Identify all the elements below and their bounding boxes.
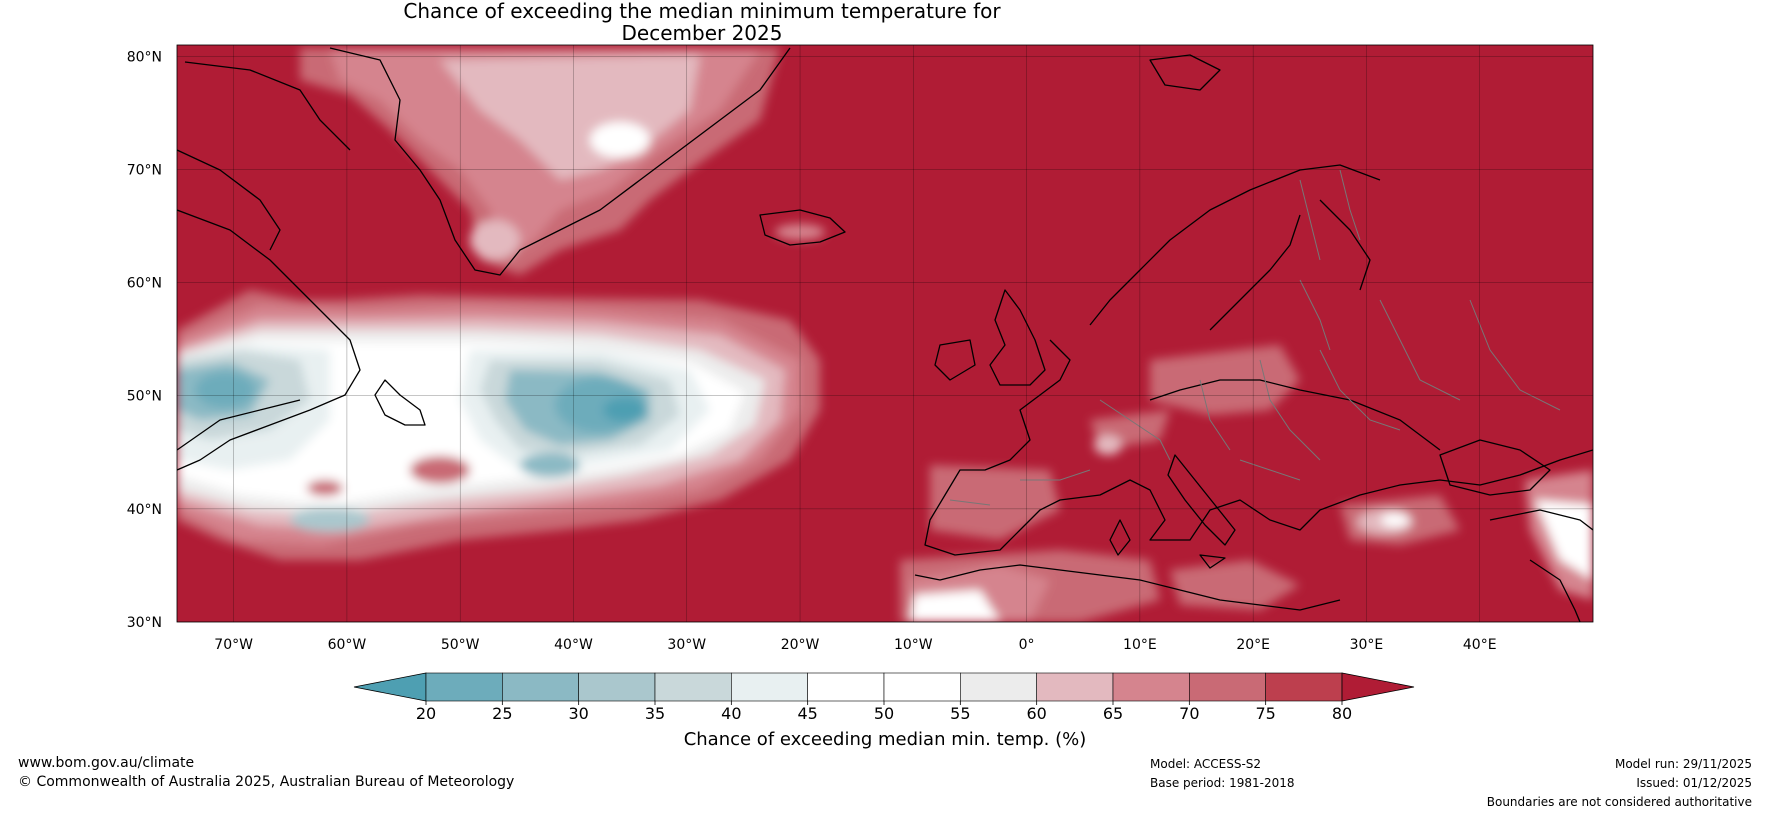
lon-label: 60°W	[328, 637, 367, 653]
lat-label: 50°N	[127, 389, 162, 405]
colorbar-tick-label: 40	[721, 704, 741, 723]
lat-label: 80°N	[127, 49, 162, 65]
colorbar-segment	[1189, 672, 1266, 702]
lon-label: 70°W	[214, 637, 253, 653]
lat-label: 70°N	[127, 162, 162, 178]
latitude-labels: 80°N 70°N 60°N 50°N 40°N 30°N	[127, 49, 162, 631]
footer-issued: Issued: 01/12/2025	[1636, 776, 1752, 790]
lon-label: 20°W	[781, 637, 820, 653]
map-frame	[176, 44, 1594, 623]
colorbar-segment	[883, 672, 961, 702]
colorbar-label: Chance of exceeding median min. temp. (%…	[684, 729, 1087, 750]
footer-base-period: Base period: 1981-2018	[1150, 776, 1295, 790]
lon-label: 10°W	[894, 637, 933, 653]
probability-field	[177, 45, 1593, 622]
graticule	[177, 45, 1593, 622]
lon-label: 30°E	[1350, 637, 1384, 653]
colorbar-tick-label: 65	[1103, 704, 1123, 723]
colorbar-segment	[807, 672, 885, 702]
colorbar-extend-high	[1341, 672, 1415, 702]
footer-model-run: Model run: 29/11/2025	[1614, 757, 1752, 771]
colorbar-tick-label: 45	[797, 704, 817, 723]
chart-title-line-1: Chance of exceeding the median minimum t…	[403, 0, 1001, 23]
colorbar-segment	[502, 672, 579, 702]
colorbar-tick-label: 30	[568, 704, 588, 723]
footer-model: Model: ACCESS-S2	[1150, 757, 1262, 771]
colorbar-extend-low	[353, 672, 427, 702]
footer-disclaimer: Boundaries are not considered authoritat…	[1486, 795, 1752, 809]
lat-label: 30°N	[127, 615, 162, 631]
footer-copyright: © Commonwealth of Australia 2025, Austra…	[18, 774, 515, 790]
colorbar-tick-label: 25	[492, 704, 512, 723]
lon-label: 40°E	[1463, 637, 1497, 653]
lon-label: 30°W	[667, 637, 706, 653]
country-borders	[949, 169, 1561, 506]
colorbar-tick-label: 55	[950, 704, 970, 723]
colorbar-tick-label: 80	[1332, 704, 1352, 723]
lon-label: 40°W	[554, 637, 593, 653]
colorbar-tick-label: 75	[1255, 704, 1275, 723]
lat-label: 40°N	[127, 502, 162, 518]
colorbar-segment	[960, 672, 1037, 702]
lon-label: 0°	[1019, 637, 1035, 653]
colorbar-tick-label: 60	[1026, 704, 1046, 723]
footer-url: www.bom.gov.au/climate	[18, 755, 195, 771]
colorbar-segment	[1265, 672, 1343, 702]
colorbar-tick-label: 70	[1179, 704, 1199, 723]
colorbar-segment	[1112, 672, 1190, 702]
colorbar-segment	[654, 672, 732, 702]
colorbar-segment	[425, 672, 503, 702]
colorbar-tick-label: 50	[874, 704, 894, 723]
lon-label: 50°W	[441, 637, 480, 653]
lat-label: 60°N	[127, 276, 162, 292]
colorbar-segment	[731, 672, 808, 702]
colorbar-segment	[1036, 672, 1114, 702]
colorbar: 20 25 30 35 40 45 50 55 60 65 70 75 80	[353, 672, 1415, 723]
longitude-labels: 70°W 60°W 50°W 40°W 30°W 20°W 10°W 0° 10°E 20°E 30…	[214, 637, 1496, 653]
colorbar-tick-label: 20	[416, 704, 436, 723]
colorbar-segment	[578, 672, 656, 702]
coastlines	[177, 47, 1593, 622]
colorbar-tick-label: 35	[645, 704, 665, 723]
lon-label: 20°E	[1236, 637, 1270, 653]
lon-label: 10°E	[1123, 637, 1157, 653]
chart-title-line-2: December 2025	[621, 21, 783, 45]
